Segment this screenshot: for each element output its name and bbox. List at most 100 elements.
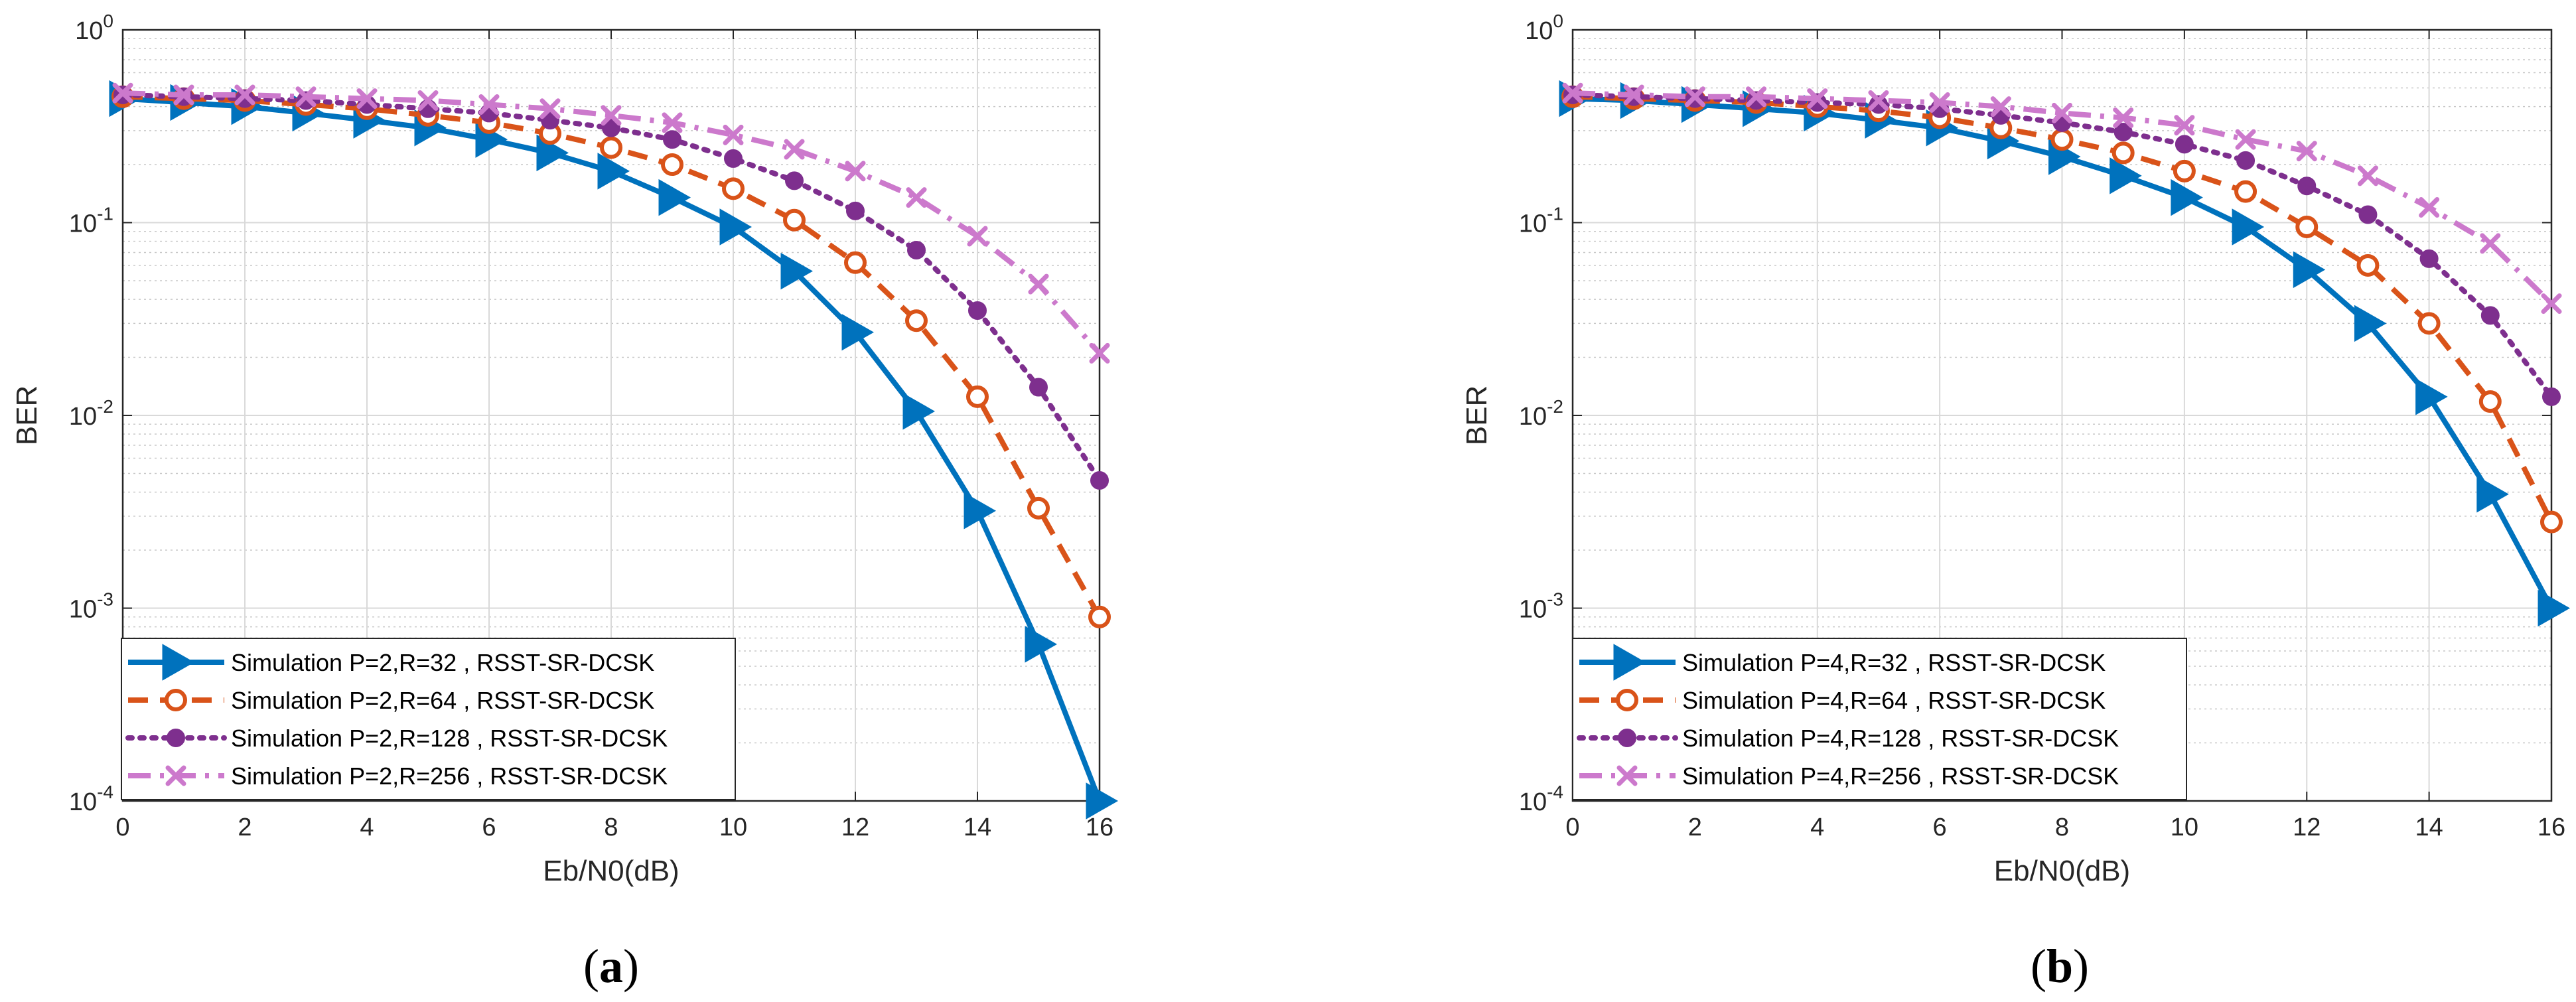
data-point [2111,141,2135,165]
data-point [2295,215,2319,238]
legend-entry: Simulation P=4,R=32 , RSST-SR-DCSK [1682,649,2106,676]
legend-marker [162,644,195,681]
data-point [2541,293,2562,315]
data-point [601,105,622,126]
legend-entry: Simulation P=2,R=32 , RSST-SR-DCSK [231,649,654,676]
data-point [478,94,500,115]
data-point [2173,159,2196,182]
panel-label-open: ( [2031,940,2046,993]
data-point [597,153,630,190]
data-point [112,82,133,104]
data-point [780,252,814,290]
data-point [845,161,866,182]
legend-marker [167,729,185,747]
y-tick-label: 10-1 [1519,204,1563,238]
data-point [967,226,988,247]
legend-entry: Simulation P=2,R=64 , RSST-SR-DCSK [231,687,654,714]
x-tick-label: 4 [1810,814,1824,841]
data-point [417,90,439,111]
data-point [2175,135,2194,154]
data-point [1089,342,1110,364]
data-point [2234,180,2257,203]
legend-entry: Simulation P=2,R=128 , RSST-SR-DCSK [231,725,668,752]
y-tick-exponent: -2 [1547,396,1563,417]
y-tick-exponent: -1 [1547,204,1563,224]
data-point [236,89,254,108]
y-tick-base: 10 [1519,596,1547,624]
y-tick-label: 10-1 [69,204,113,238]
chart-panel-a: 0 2 4 6 8 10 12 14 1610010-110-210-310-4Eb/N0(dB… [11,11,1119,993]
legend-entry: Simulation P=2,R=256 , RSST-SR-DCSK [231,762,668,790]
y-tick-base: 10 [69,596,97,624]
x-tick-label: 2 [1688,814,1702,841]
x-tick-label: 8 [604,814,618,841]
data-point [784,139,805,160]
y-tick-label: 100 [1525,11,1563,45]
data-point [719,208,752,246]
y-tick-base: 10 [69,403,97,431]
y-tick-base: 10 [1519,403,1547,431]
x-tick-label: 12 [2293,814,2321,841]
data-point [722,177,745,200]
data-point [1990,96,2011,117]
y-tick-base: 10 [75,17,103,45]
legend: Simulation P=4,R=32 , RSST-SR-DCSK Simula… [1572,638,2187,800]
legend-marker [1618,729,1636,747]
x-tick-label: 6 [482,814,496,841]
data-point [1028,273,1049,295]
data-point [906,187,927,208]
panel-label: (b) [2031,940,2089,993]
legend-marker [165,689,187,711]
y-tick-label: 10-3 [69,589,113,624]
y-tick-exponent: 0 [1553,11,1563,31]
y-tick-label: 10-2 [1519,396,1563,431]
legend-marker [1613,644,1646,681]
x-tick-label: 6 [1933,814,1947,841]
data-point [841,313,875,351]
x-tick-label: 0 [1565,814,1579,841]
legend-marker [1616,689,1638,711]
legend-marker [165,765,186,786]
series-4 [1562,82,2562,315]
y-tick-base: 10 [69,210,97,238]
x-axis-label: Eb/N0(dB) [543,855,679,887]
series-1 [109,80,1119,820]
data-point [844,251,867,274]
legend-box [1572,638,2187,800]
x-tick-label: 14 [964,814,991,841]
data-point [1025,626,1058,663]
data-point [2540,510,2563,534]
data-point [1623,84,1644,106]
x-tick-label: 16 [2538,814,2565,841]
data-point [2113,107,2134,128]
data-point [539,98,561,119]
data-point [658,179,691,216]
data-point [2415,378,2448,415]
data-point [2296,141,2317,162]
y-tick-label: 10-2 [69,396,113,431]
data-point [902,393,936,430]
axes-box [1571,29,2553,802]
legend-box [121,638,736,800]
data-point [968,301,987,320]
y-tick-exponent: -4 [97,782,113,802]
data-point [2538,589,2571,627]
data-point [2235,129,2256,150]
y-axis-label: BER [1461,386,1493,445]
data-point [2478,390,2502,413]
panel-label-open: ( [583,940,599,993]
data-point [1088,605,1111,628]
x-tick-label: 10 [2171,814,2198,841]
series-4 [112,82,1110,364]
x-tick-label: 0 [115,814,129,841]
data-point [600,136,622,159]
data-point [663,130,681,149]
data-point [2297,177,2317,196]
x-tick-label: 12 [841,814,869,841]
legend: Simulation P=2,R=32 , RSST-SR-DCSK Simula… [121,638,736,800]
x-tick-label: 4 [360,814,374,841]
y-tick-exponent: -3 [97,589,113,610]
axes-box [121,29,1101,802]
data-point [1868,90,1889,111]
data-point [724,149,743,168]
